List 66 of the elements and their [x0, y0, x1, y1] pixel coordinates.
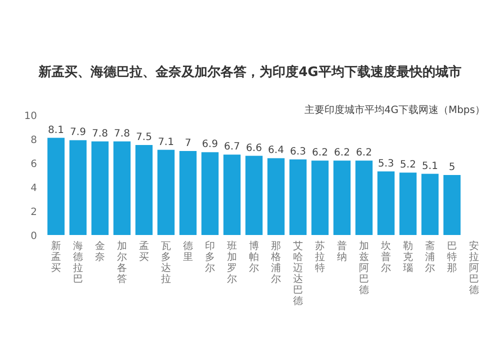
x-tick-label: 加尔各答	[117, 240, 127, 285]
data-label: 6.3	[290, 146, 306, 158]
x-tick-label: 海德拉巴	[73, 240, 83, 285]
chart-title: 新孟买、海德巴拉、金奈及加尔各答，为印度4G平均下载速度最快的城市	[38, 64, 462, 80]
y-tick-label: 0	[30, 231, 37, 242]
bar	[399, 172, 417, 235]
data-label: 7.8	[92, 128, 108, 140]
data-label: 5	[448, 162, 456, 173]
bar	[421, 174, 439, 235]
data-label: 7.9	[70, 127, 86, 138]
x-tick-label: 博帕尔	[249, 240, 259, 274]
y-tick-label: 2	[30, 207, 37, 218]
x-tick-label: 巴特那	[447, 241, 457, 274]
bar	[267, 158, 285, 235]
y-tick-label: 4	[30, 183, 37, 194]
data-label: 5.2	[400, 160, 416, 171]
bar	[377, 171, 395, 235]
bar	[113, 141, 131, 235]
bar	[311, 160, 329, 235]
bar	[69, 140, 87, 235]
data-label: 8.1	[48, 124, 64, 136]
data-label: 5.1	[422, 160, 438, 172]
bar	[201, 152, 219, 235]
x-tick-label: 坎普尔	[380, 240, 391, 274]
data-label: 7.8	[114, 128, 130, 140]
data-label: 6.7	[224, 142, 240, 153]
x-tick-label: 德里	[183, 241, 193, 263]
data-label: 5.3	[378, 158, 394, 170]
x-tick-label: 印多尔	[205, 240, 215, 274]
bar	[91, 141, 109, 235]
bar	[355, 160, 373, 235]
x-tick-label: 勒克瑙	[403, 240, 413, 274]
x-tick-label: 艾哈迈达巴德	[293, 240, 303, 307]
y-tick-label: 8	[30, 135, 37, 146]
data-label: 6.2	[312, 148, 328, 159]
data-label: 7	[184, 138, 192, 149]
data-label: 6.9	[202, 139, 218, 150]
bar	[47, 138, 65, 235]
bar	[135, 145, 153, 235]
y-tick-label: 6	[30, 159, 37, 170]
data-label: 6.4	[268, 145, 284, 156]
chart-subtitle: 主要印度城市平均4G下载网速（Mbps）	[304, 104, 485, 116]
data-label: 7.5	[136, 132, 152, 143]
y-tick-label: 10	[24, 111, 37, 122]
x-tick-label: 新孟买	[51, 240, 61, 274]
data-label: 6.2	[356, 148, 372, 159]
x-tick-label: 加兹阿巴德	[359, 240, 369, 296]
bar	[333, 160, 351, 235]
data-label: 6.2	[334, 148, 350, 159]
bar	[443, 175, 461, 235]
x-tick-label: 班加罗尔	[227, 240, 237, 285]
x-tick-label: 金奈	[95, 240, 105, 263]
x-tick-label: 瓦多达拉	[161, 241, 171, 285]
bar	[245, 156, 263, 235]
bar	[157, 150, 175, 235]
bar	[179, 151, 197, 235]
data-label: 7.1	[158, 136, 174, 148]
x-tick-label: 安拉阿巴德	[469, 240, 479, 296]
x-tick-label: 那格浦尔	[270, 241, 281, 285]
bar	[223, 154, 241, 235]
x-tick-label: 普纳	[337, 240, 347, 263]
x-tick-label: 斋浦尔	[425, 240, 435, 274]
x-tick-label: 苏拉特	[315, 240, 325, 274]
data-label: 6.6	[246, 142, 262, 154]
bar	[289, 159, 307, 235]
x-tick-label: 孟买	[139, 241, 149, 263]
